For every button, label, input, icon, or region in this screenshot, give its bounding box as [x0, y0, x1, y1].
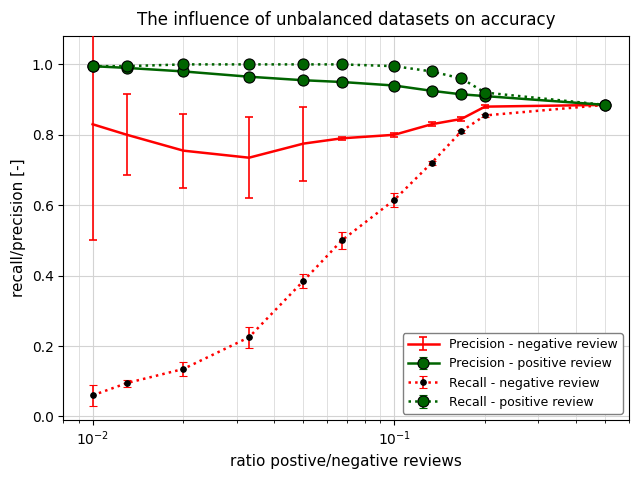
Legend: Precision - negative review, Precision - positive review, Recall - negative revi: Precision - negative review, Precision -…: [403, 333, 623, 414]
Title: The influence of unbalanced datasets on accuracy: The influence of unbalanced datasets on …: [137, 11, 556, 29]
X-axis label: ratio postive/negative reviews: ratio postive/negative reviews: [230, 454, 462, 469]
Y-axis label: recall/precision [-]: recall/precision [-]: [11, 159, 26, 298]
